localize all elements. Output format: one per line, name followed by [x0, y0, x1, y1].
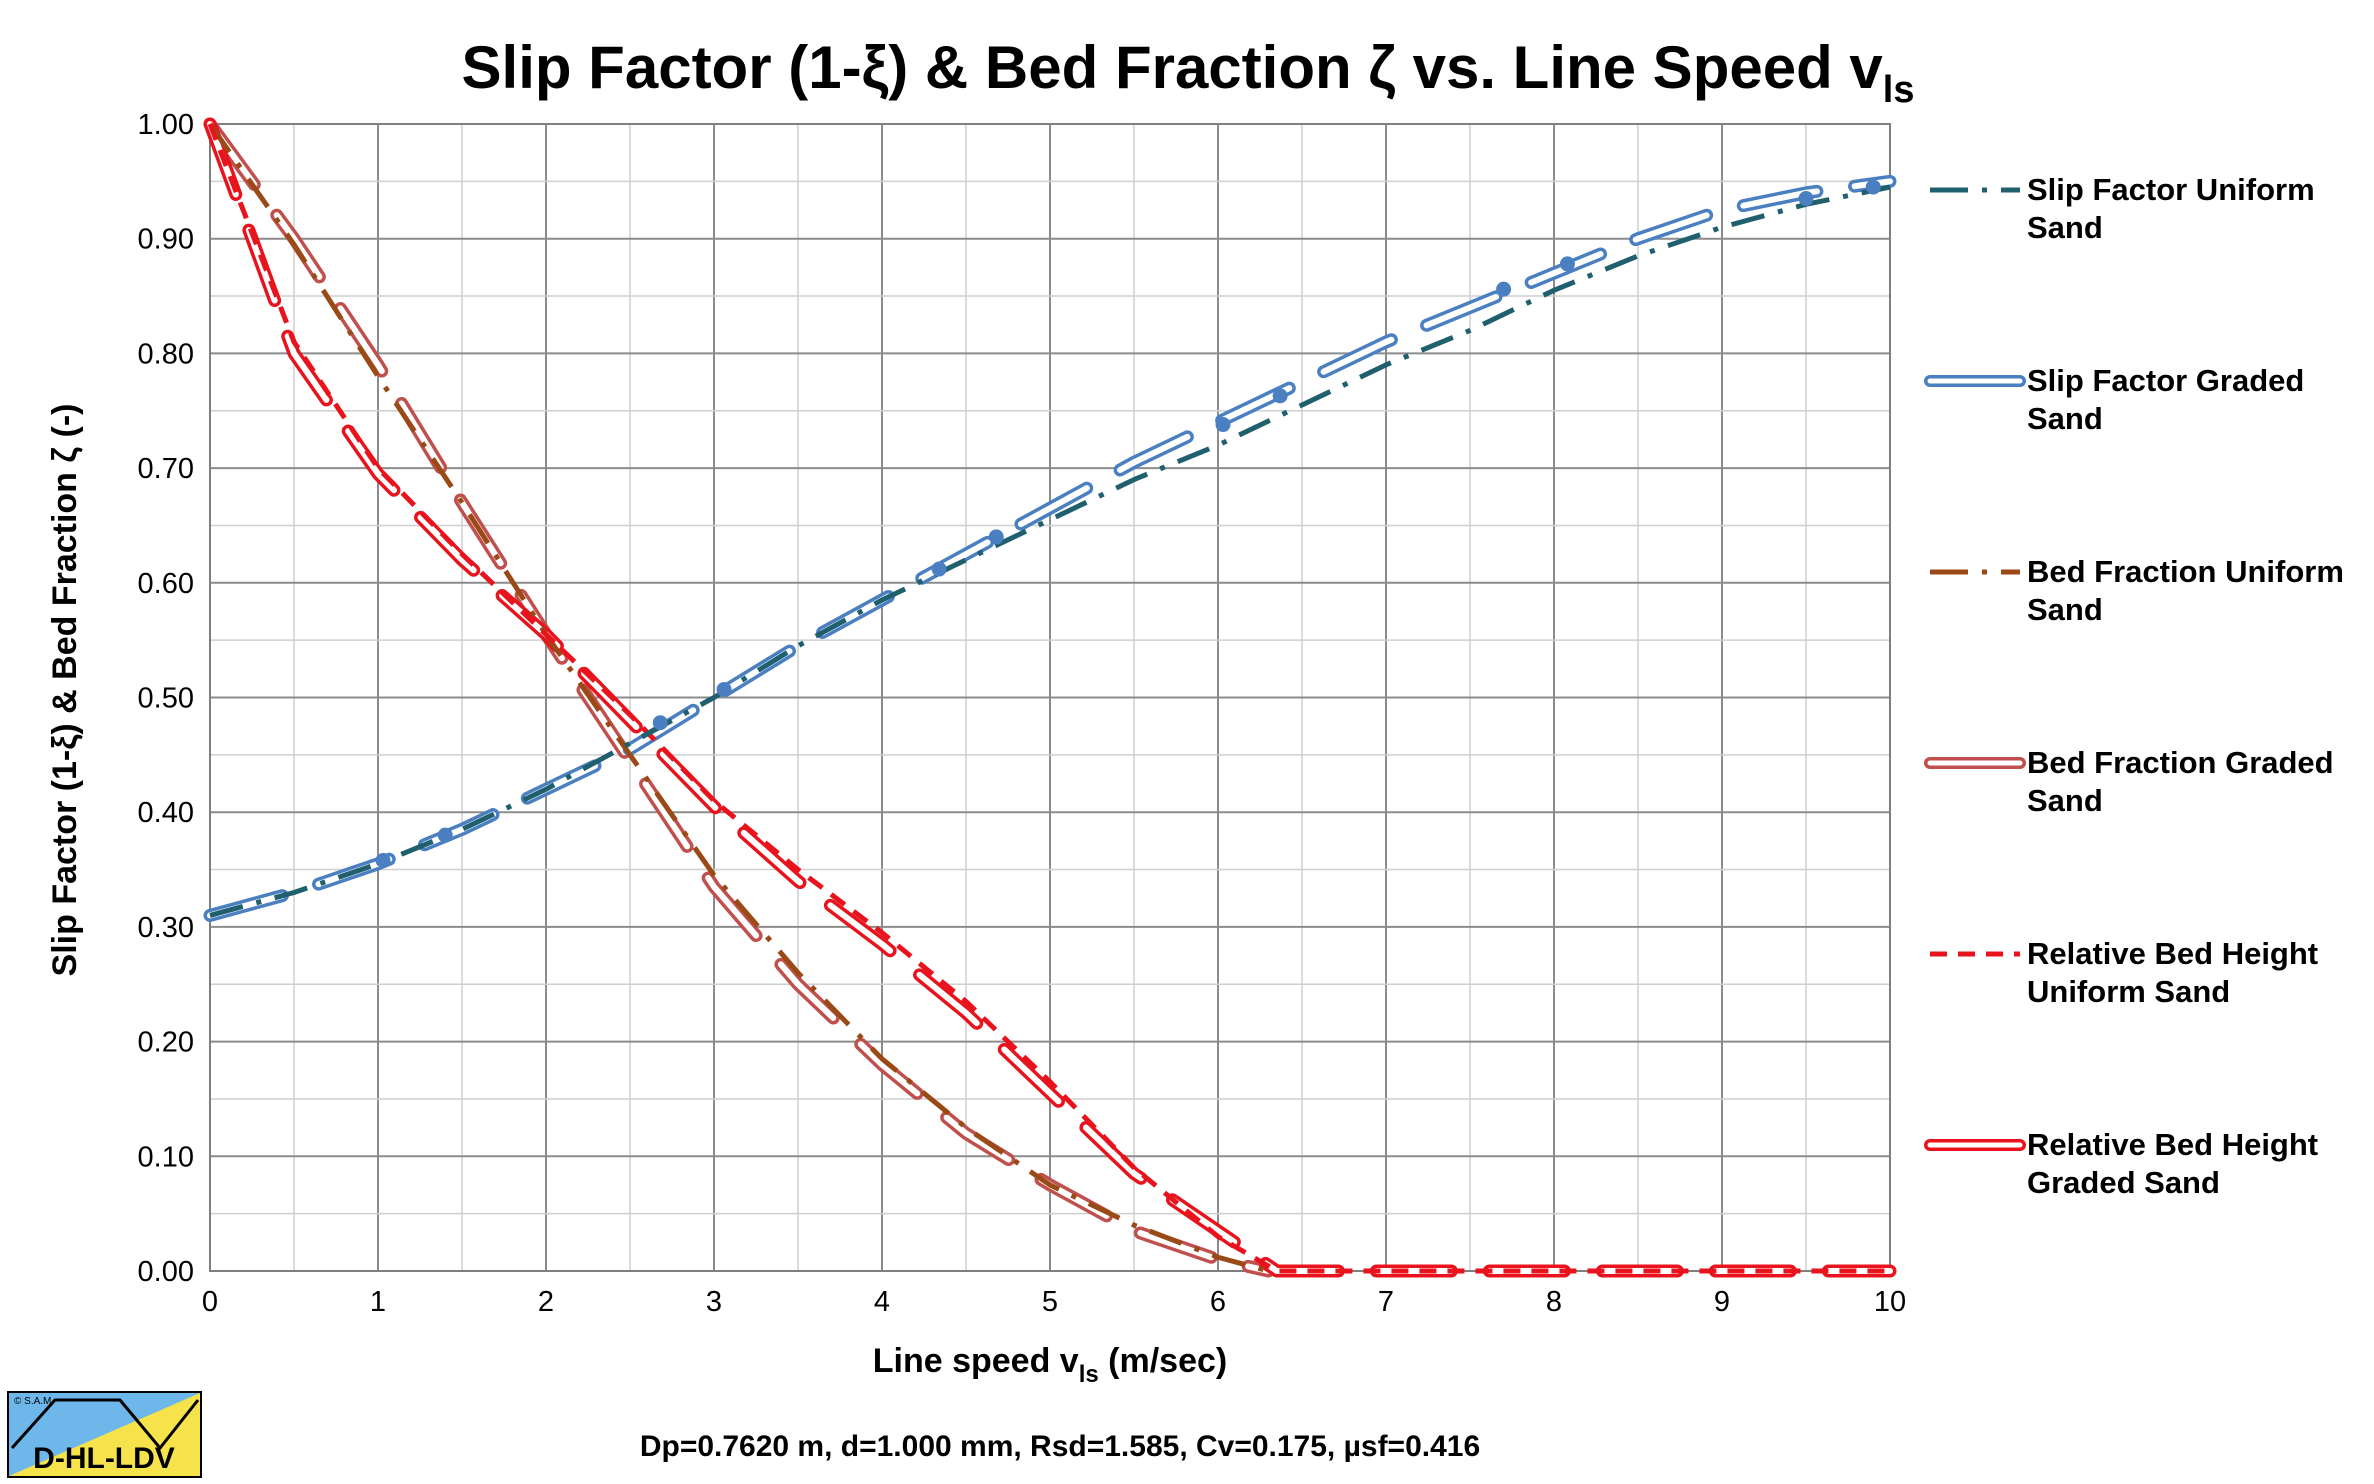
x-tick-label: 9 [1714, 1286, 1730, 1318]
y-tick-label: 0.90 [138, 224, 194, 256]
series-slip-factor-uniform-sand [209, 184, 1891, 918]
y-tick-label: 0.00 [138, 1256, 194, 1288]
legend-label: Sand [2027, 783, 2103, 818]
series-layer [203, 117, 1897, 1278]
series-line-inner [207, 121, 1272, 1274]
y-tick-label: 0.20 [138, 1027, 194, 1059]
data-point [988, 529, 1004, 545]
data-point [375, 852, 391, 868]
legend-label: Slip Factor Uniform [2027, 172, 2315, 207]
data-point [931, 561, 947, 577]
legend-label: Graded Sand [2027, 1165, 2220, 1200]
y-tick-label: 0.30 [138, 912, 194, 944]
legend-label: Sand [2027, 592, 2103, 627]
dhlldv-logo: © S.A.M. D-HL-LDV [7, 1391, 202, 1478]
axis-ticks: 0 1 2 3 4 5 6 7 8 9 10 0.00 0.10 0.20 0.30 0.40 0.50 0.60… [138, 109, 1907, 1318]
y-tick-label: 0.40 [138, 797, 194, 829]
legend-label: Bed Fraction Uniform [2027, 554, 2344, 589]
data-point [1215, 417, 1231, 433]
x-tick-label: 6 [1210, 1286, 1226, 1318]
data-point [1272, 388, 1288, 404]
y-tick-label: 0.50 [138, 683, 194, 715]
series-line [209, 184, 1891, 918]
y-tick-label: 0.70 [138, 453, 194, 485]
legend-label: Relative Bed Height [2027, 1127, 2318, 1162]
x-tick-label: 7 [1378, 1286, 1394, 1318]
series-slip-factor-uniform-sand-points [375, 179, 1881, 868]
y-tick-label: 0.60 [138, 568, 194, 600]
data-point [652, 715, 668, 731]
plot-area-border [209, 123, 1891, 1272]
data-point [1865, 179, 1881, 195]
chart-title: Slip Factor (1-ξ) & Bed Fraction ζ vs. L… [462, 34, 1915, 111]
x-tick-label: 3 [706, 1286, 722, 1318]
y-tick-label: 1.00 [138, 109, 194, 141]
data-point [1798, 191, 1814, 207]
x-tick-label: 4 [874, 1286, 890, 1318]
legend-label: Sand [2027, 401, 2103, 436]
y-axis-label: Slip Factor (1-ξ) & Bed Fraction ζ (-) [46, 404, 84, 977]
legend-label: Sand [2027, 210, 2103, 245]
x-tick-label: 10 [1874, 1286, 1906, 1318]
x-tick-label: 5 [1042, 1286, 1058, 1318]
series-bed-fraction-uniform-sand [207, 122, 1270, 1274]
data-point [716, 681, 732, 697]
y-tick-label: 0.10 [138, 1141, 194, 1173]
series-line [207, 122, 1270, 1274]
y-tick-label: 0.80 [138, 338, 194, 370]
x-axis-label: Line speed vls (m/sec) [873, 1342, 1227, 1388]
x-tick-label: 1 [370, 1286, 386, 1318]
logo-copyright: © S.A.M. [14, 1396, 54, 1407]
legend-label: Relative Bed Height [2027, 936, 2318, 971]
series-relative-bed-height-uniform-sand [207, 123, 1890, 1274]
x-tick-label: 8 [1546, 1286, 1562, 1318]
data-point [1496, 281, 1512, 297]
x-tick-label: 2 [538, 1286, 554, 1318]
logo-label: D-HL-LDV [33, 1442, 175, 1475]
legend-label: Slip Factor Graded [2027, 363, 2304, 398]
data-point [437, 827, 453, 843]
data-point [1559, 256, 1575, 272]
x-tick-label: 0 [202, 1286, 218, 1318]
parameters-caption: Dp=0.7620 m, d=1.000 mm, Rsd=1.585, Cv=0… [640, 1430, 1480, 1463]
legend-label: Bed Fraction Graded [2027, 745, 2334, 780]
legend-label: Uniform Sand [2027, 974, 2230, 1009]
series-bed-fraction-graded-sand [203, 117, 1275, 1278]
series-line [207, 123, 1890, 1274]
